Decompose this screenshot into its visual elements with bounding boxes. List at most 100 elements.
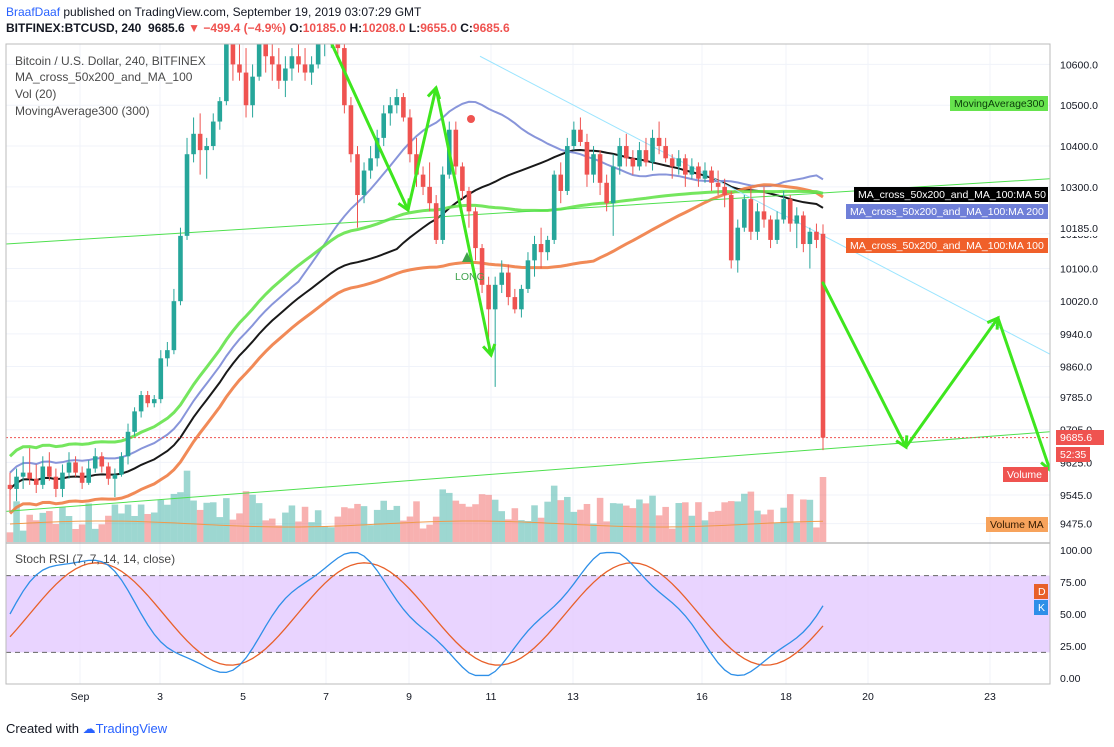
candle-body[interactable]: [610, 166, 616, 204]
candle-body[interactable]: [460, 166, 465, 191]
candle-body[interactable]: [735, 227, 741, 261]
candle-body[interactable]: [263, 40, 268, 57]
candle-body[interactable]: [66, 462, 72, 473]
candle-body[interactable]: [381, 113, 387, 138]
candle-body[interactable]: [361, 170, 367, 196]
candle-body[interactable]: [650, 137, 655, 163]
candle-body[interactable]: [151, 399, 157, 404]
candle-body[interactable]: [597, 154, 603, 183]
indicator-stoch-rsi[interactable]: Stoch RSI (7, 7, 14, 14, close): [15, 552, 176, 566]
candle-body[interactable]: [499, 272, 505, 285]
candle-body[interactable]: [53, 476, 59, 489]
candle-body[interactable]: [191, 133, 196, 155]
candle-body[interactable]: [420, 174, 426, 187]
candle-body[interactable]: [689, 166, 695, 175]
candle-body[interactable]: [335, 28, 341, 49]
candle-body[interactable]: [289, 56, 295, 69]
candle-body[interactable]: [676, 158, 682, 167]
candle-body[interactable]: [217, 101, 223, 122]
candle-body[interactable]: [473, 211, 478, 249]
candle-body[interactable]: [309, 64, 314, 73]
candle-body[interactable]: [774, 219, 780, 240]
indicator-ma-cross[interactable]: MA_cross_50x200_and_MA_100: [15, 70, 193, 84]
candle-body[interactable]: [709, 170, 714, 183]
candle-body[interactable]: [230, 44, 236, 65]
chart-title[interactable]: Bitcoin / U.S. Dollar, 240, BITFINEX: [15, 54, 206, 68]
candle-body[interactable]: [414, 154, 419, 175]
candle-body[interactable]: [204, 146, 209, 151]
candle-body[interactable]: [787, 199, 793, 224]
candle-body[interactable]: [728, 195, 734, 261]
candle-body[interactable]: [283, 68, 288, 81]
candle-body[interactable]: [197, 133, 203, 151]
candle-body[interactable]: [158, 358, 164, 400]
candle-body[interactable]: [256, 40, 262, 77]
candle-body[interactable]: [519, 288, 524, 310]
candle-body[interactable]: [106, 466, 111, 479]
candle-body[interactable]: [761, 211, 767, 220]
candle-body[interactable]: [742, 199, 747, 228]
candle-body[interactable]: [368, 158, 373, 171]
candle-body[interactable]: [466, 190, 472, 212]
candle-body[interactable]: [269, 56, 275, 65]
candle-body[interactable]: [663, 146, 668, 159]
candle-body[interactable]: [532, 244, 537, 261]
candle-body[interactable]: [486, 284, 491, 310]
candle-body[interactable]: [755, 211, 760, 232]
candle-body[interactable]: [342, 48, 347, 106]
tradingview-logo-icon[interactable]: ☁: [82, 721, 96, 736]
author-link[interactable]: BraafDaaf: [6, 5, 61, 19]
candle-body[interactable]: [407, 117, 413, 155]
indicator-ma300[interactable]: MovingAverage300 (300): [15, 104, 150, 118]
candle-body[interactable]: [558, 174, 564, 191]
candle-body[interactable]: [643, 150, 649, 163]
candle-body[interactable]: [617, 146, 623, 167]
candle-body[interactable]: [683, 158, 688, 175]
candle-body[interactable]: [47, 466, 52, 477]
candle-body[interactable]: [184, 154, 190, 236]
candle-body[interactable]: [565, 146, 570, 191]
candle-body[interactable]: [387, 105, 393, 114]
candle-body[interactable]: [545, 239, 550, 253]
candle-body[interactable]: [604, 182, 609, 204]
candle-body[interactable]: [14, 476, 19, 489]
candle-body[interactable]: [433, 203, 439, 240]
candle-body[interactable]: [492, 284, 498, 310]
candle-body[interactable]: [571, 129, 577, 147]
candle-body[interactable]: [630, 158, 636, 167]
candle-body[interactable]: [145, 395, 150, 404]
candle-body[interactable]: [119, 456, 124, 475]
candle-body[interactable]: [525, 260, 531, 289]
candle-body[interactable]: [210, 121, 216, 147]
candle-body[interactable]: [801, 215, 806, 245]
candle-body[interactable]: [165, 350, 170, 359]
candle-body[interactable]: [250, 76, 255, 106]
indicator-vol[interactable]: Vol (20): [15, 87, 57, 101]
candle-body[interactable]: [781, 199, 786, 220]
candle-body[interactable]: [794, 215, 800, 224]
candle-body[interactable]: [538, 244, 544, 253]
candle-body[interactable]: [722, 186, 727, 196]
candle-body[interactable]: [296, 56, 301, 65]
candle-body[interactable]: [125, 431, 131, 457]
candle-body[interactable]: [427, 186, 432, 204]
candle-body[interactable]: [768, 219, 773, 240]
candle-body[interactable]: [374, 137, 380, 159]
candle-body[interactable]: [20, 472, 26, 477]
candle-body[interactable]: [401, 97, 406, 118]
tradingview-brand[interactable]: TradingView: [95, 721, 168, 736]
candle-body[interactable]: [92, 456, 98, 469]
candle-body[interactable]: [748, 199, 754, 232]
candle-body[interactable]: [394, 97, 400, 106]
candle-body[interactable]: [86, 468, 91, 483]
candle-body[interactable]: [479, 248, 485, 285]
candle-body[interactable]: [132, 411, 137, 432]
candle-body[interactable]: [715, 182, 721, 187]
candle-body[interactable]: [302, 64, 308, 73]
candle-body[interactable]: [820, 233, 826, 438]
candle-body[interactable]: [73, 462, 78, 473]
candle-body[interactable]: [355, 154, 360, 196]
candle-body[interactable]: [322, 36, 327, 44]
candle-body[interactable]: [276, 64, 282, 81]
candle-body[interactable]: [7, 484, 13, 489]
